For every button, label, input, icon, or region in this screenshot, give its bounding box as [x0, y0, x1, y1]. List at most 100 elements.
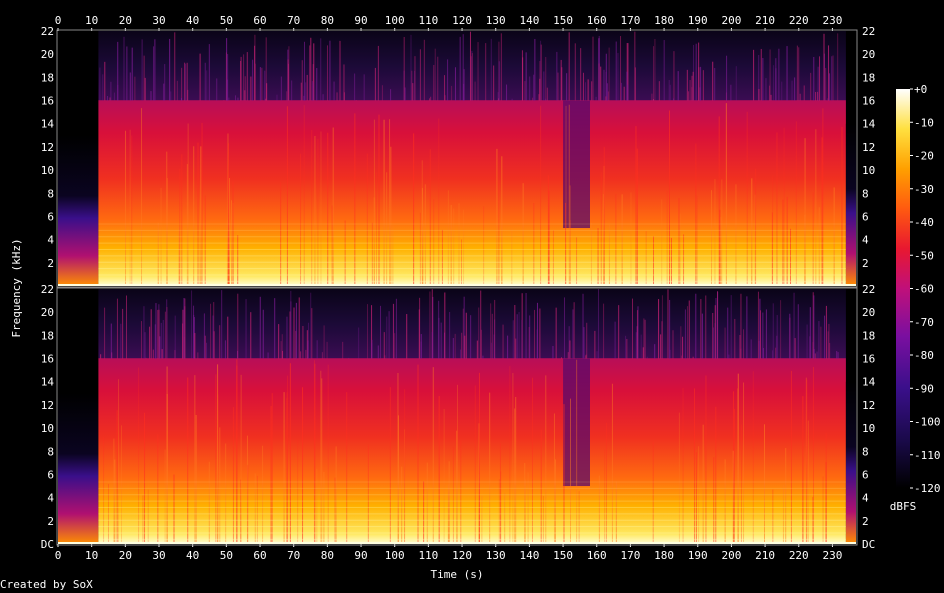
y-tick-right: 4 [862, 234, 869, 247]
x-tick-bottom: 210 [755, 549, 775, 562]
y-tick-left: 22 [41, 283, 54, 296]
x-tick-bottom: 70 [287, 549, 300, 562]
x-tick-top: 120 [452, 14, 472, 27]
x-tick-top: 70 [287, 14, 300, 27]
x-tick-top: 190 [688, 14, 708, 27]
y-tick-right: 20 [862, 306, 875, 319]
y-tick-right: 12 [862, 141, 875, 154]
x-tick-top: 40 [186, 14, 199, 27]
y-tick-right: 18 [862, 71, 875, 84]
y-tick-right: 22 [862, 25, 875, 38]
x-tick-bottom: 80 [321, 549, 334, 562]
x-tick-bottom: 130 [486, 549, 506, 562]
y-tick-left: 2 [47, 515, 54, 528]
y-tick-right: 8 [862, 187, 869, 200]
y-tick-left: 18 [41, 71, 54, 84]
x-tick-top: 220 [789, 14, 809, 27]
y-tick-left: 20 [41, 306, 54, 319]
y-tick-left: 4 [47, 492, 54, 505]
y-tick-left: 8 [47, 445, 54, 458]
x-tick-bottom: 50 [220, 549, 233, 562]
colorbar-tick: -110 [914, 449, 941, 462]
x-tick-bottom: 20 [119, 549, 132, 562]
y-tick-left: 14 [41, 118, 55, 131]
colorbar-tick: -90 [914, 382, 934, 395]
x-tick-top: 90 [354, 14, 367, 27]
y-tick-right: 18 [862, 329, 875, 342]
x-tick-bottom: 120 [452, 549, 472, 562]
x-tick-top: 50 [220, 14, 233, 27]
colorbar-tick: +0 [914, 83, 927, 96]
channel-2-spectrogram [58, 289, 856, 544]
x-tick-top: 180 [654, 14, 674, 27]
x-tick-bottom: 110 [418, 549, 438, 562]
colorbar-tick: -120 [914, 482, 941, 495]
x-tick-bottom: 90 [354, 549, 367, 562]
x-tick-top: 20 [119, 14, 132, 27]
y-tick-left: 6 [47, 468, 54, 481]
colorbar-tick: -30 [914, 183, 934, 196]
y-tick-left: 10 [41, 422, 54, 435]
y-tick-left: 14 [41, 376, 55, 389]
x-tick-bottom: 30 [152, 549, 165, 562]
y-tick-right: 16 [862, 95, 875, 108]
colorbar-tick: -60 [914, 283, 934, 296]
colorbar-tick: -80 [914, 349, 934, 362]
y-tick-left: 22 [41, 25, 54, 38]
y-tick-right: 6 [862, 210, 869, 223]
y-tick-dc-right: DC [862, 538, 875, 551]
colorbar-tick: -40 [914, 216, 934, 229]
x-tick-bottom: 0 [55, 549, 62, 562]
y-tick-left: 18 [41, 329, 54, 342]
x-tick-bottom: 140 [519, 549, 539, 562]
colorbar-tick: -70 [914, 316, 934, 329]
x-tick-top: 160 [587, 14, 607, 27]
y-tick-right: 2 [862, 515, 869, 528]
colorbar-tick: -20 [914, 150, 934, 163]
y-tick-right: 14 [862, 118, 876, 131]
x-tick-top: 170 [620, 14, 640, 27]
colorbar-tick: -10 [914, 116, 934, 129]
axes: 0 0 10 10 20 20 30 30 40 40 50 50 60 60 70 70 80 80 90 90 10… [41, 14, 876, 562]
x-tick-bottom: 160 [587, 549, 607, 562]
y-tick-right: 6 [862, 468, 869, 481]
x-tick-bottom: 150 [553, 549, 573, 562]
x-tick-top: 140 [519, 14, 539, 27]
x-tick-bottom: 190 [688, 549, 708, 562]
colorbar-gradient [896, 89, 910, 488]
x-tick-bottom: 220 [789, 549, 809, 562]
y-tick-right: 8 [862, 445, 869, 458]
x-tick-bottom: 200 [721, 549, 741, 562]
x-tick-top: 100 [385, 14, 405, 27]
channel-1-spectrogram [58, 31, 856, 287]
footer-credit: Created by SoX [0, 578, 93, 591]
x-tick-bottom: 180 [654, 549, 674, 562]
x-tick-top: 0 [55, 14, 62, 27]
x-tick-top: 110 [418, 14, 438, 27]
y-tick-left: 4 [47, 234, 54, 247]
x-tick-top: 60 [253, 14, 266, 27]
colorbar-tick: -100 [914, 416, 941, 429]
y-tick-right: 2 [862, 257, 869, 270]
x-tick-top: 150 [553, 14, 573, 27]
y-tick-left: 10 [41, 164, 54, 177]
x-tick-bottom: 170 [620, 549, 640, 562]
y-tick-right: 14 [862, 376, 876, 389]
y-tick-left: 20 [41, 48, 54, 61]
y-tick-right: 4 [862, 492, 869, 505]
colorbar-label: dBFS [890, 500, 917, 513]
y-tick-left: 8 [47, 187, 54, 200]
spectrogram-panels [58, 31, 856, 544]
x-tick-top: 30 [152, 14, 165, 27]
y-tick-left: 16 [41, 353, 54, 366]
y-tick-right: 16 [862, 353, 875, 366]
y-tick-dc-left: DC [41, 538, 54, 551]
x-tick-bottom: 230 [822, 549, 842, 562]
x-tick-bottom: 60 [253, 549, 266, 562]
x-tick-bottom: 10 [85, 549, 98, 562]
colorbar-tick: -50 [914, 249, 934, 262]
y-tick-left: 12 [41, 141, 54, 154]
colorbar: +0 -10 -20 -30 -40 -50 -60 -70 -80 -90 -100 -110 -12… [890, 83, 941, 513]
y-axis-label: Frequency (kHz) [10, 238, 23, 337]
